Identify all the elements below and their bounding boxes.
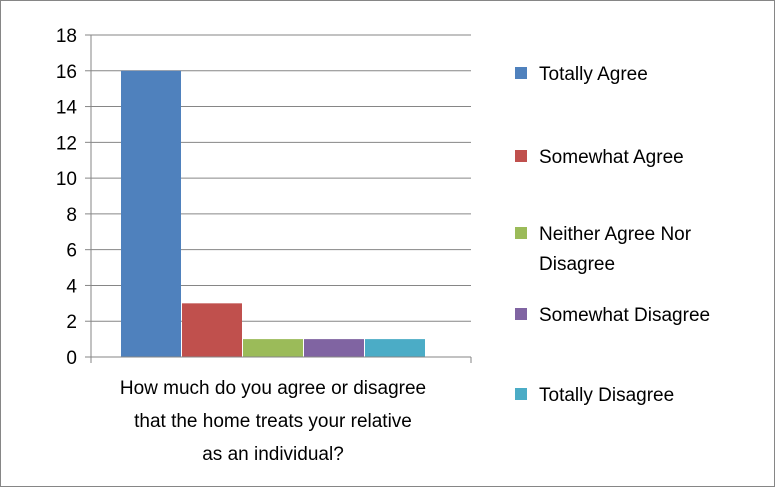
legend-swatch	[515, 308, 527, 320]
legend-item-totally-disagree: Totally Disagree	[515, 385, 674, 406]
bar-totally-disagree	[365, 339, 425, 357]
y-tick-label: 14	[56, 98, 78, 119]
y-tick-labels: 0 2 4 6 8 10 12 14 16 18	[56, 26, 78, 369]
y-tick-label: 18	[56, 26, 77, 47]
x-axis-label-line: How much do you agree or disagree	[120, 378, 426, 399]
legend-label: Totally Agree	[539, 64, 648, 85]
x-axis-label-line: that the home treats your relative	[134, 411, 412, 432]
legend-item-neither-agree-nor-disagree: Neither Agree Nor Disagree	[515, 224, 692, 275]
legend: Totally Agree Somewhat Agree Neither Agree…	[515, 64, 710, 406]
legend-swatch	[515, 227, 527, 239]
legend-label: Somewhat Disagree	[539, 305, 710, 326]
x-axis-label: How much do you agree or disagree that th…	[120, 378, 426, 465]
y-tick-label: 2	[66, 312, 77, 333]
legend-item-totally-agree: Totally Agree	[515, 64, 648, 85]
bar-somewhat-agree	[182, 303, 242, 357]
x-axis-label-line: as an individual?	[202, 444, 344, 465]
legend-swatch	[515, 67, 527, 79]
legend-label: Neither Agree Nor Disagree	[539, 224, 692, 275]
axes	[90, 35, 472, 363]
bar-neither-agree-nor-disagree	[243, 339, 303, 357]
y-tick-label: 12	[56, 133, 77, 154]
y-tick-label: 0	[66, 348, 77, 369]
y-tick-label: 10	[56, 169, 77, 190]
y-tick-label: 16	[56, 62, 77, 83]
bar-somewhat-disagree	[304, 339, 364, 357]
legend-item-somewhat-agree: Somewhat Agree	[515, 147, 684, 168]
legend-swatch	[515, 150, 527, 162]
y-tick-label: 6	[66, 241, 77, 262]
legend-label: Somewhat Agree	[539, 147, 684, 168]
legend-item-somewhat-disagree: Somewhat Disagree	[515, 305, 710, 326]
legend-swatch	[515, 388, 527, 400]
y-tick-label: 8	[66, 205, 77, 226]
y-tick-label: 4	[66, 276, 77, 297]
bars	[121, 70, 425, 358]
bar-totally-agree	[121, 70, 181, 358]
legend-label: Totally Disagree	[539, 385, 674, 406]
